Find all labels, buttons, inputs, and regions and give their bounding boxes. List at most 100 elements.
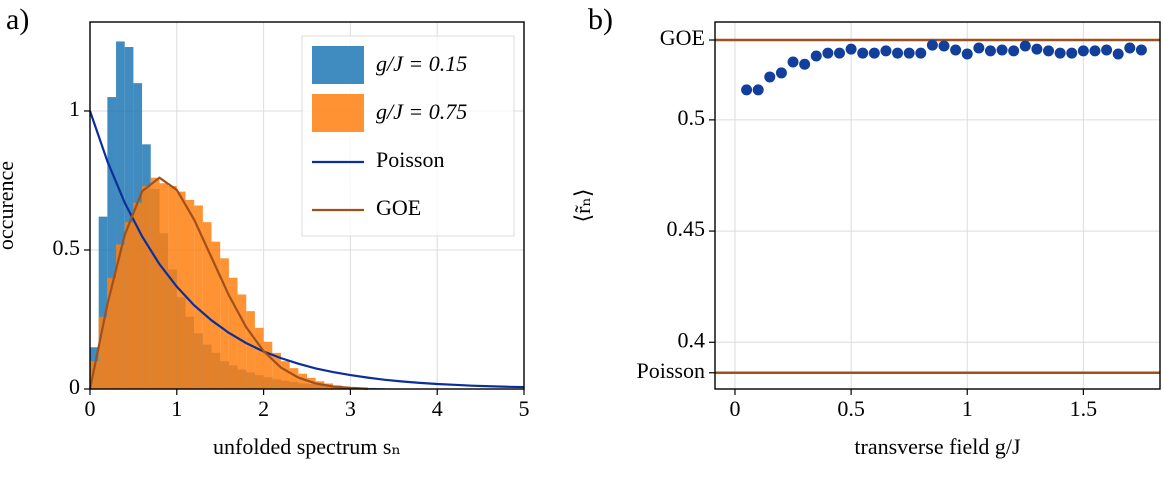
x-tick-label: 0 <box>85 396 96 421</box>
x-tick-label: 1 <box>962 396 973 421</box>
x-tick-label: 2 <box>258 396 269 421</box>
histogram-bar <box>124 222 134 389</box>
histogram-bar <box>98 316 108 389</box>
panel: 0 0.5 1 1.5 Poisson 0.4 0.45 0.5 GOE transverse f… <box>570 3 1161 459</box>
histogram-bar <box>263 341 273 389</box>
histogram-bar <box>150 177 160 389</box>
panel: 0 1 2 3 4 5 0 0.5 1 g/J = 0.15 g/J = 0.75 Poisson GO… <box>0 3 530 459</box>
point <box>938 40 950 52</box>
point <box>857 47 869 59</box>
point <box>764 71 776 83</box>
y-tick-label: 0.5 <box>678 105 706 130</box>
point <box>822 47 834 59</box>
y-tick-label: 0.5 <box>53 235 81 260</box>
histogram-bar <box>272 352 281 389</box>
point <box>880 45 892 57</box>
point <box>984 45 996 57</box>
histogram-bar <box>280 361 290 389</box>
point <box>1124 42 1136 54</box>
x-tick-label: 4 <box>432 396 443 421</box>
x-axis-label: unfolded spectrum sₙ <box>213 434 401 459</box>
histogram-bar <box>124 47 134 389</box>
histogram-bar <box>168 186 177 389</box>
histogram-bar <box>211 241 221 389</box>
legend-label: GOE <box>376 195 421 220</box>
x-tick-label: 0 <box>729 396 740 421</box>
point <box>1112 48 1124 60</box>
point <box>868 47 880 59</box>
histogram-bar <box>228 277 238 389</box>
plot-area <box>741 39 1147 96</box>
y-tick-label: 1 <box>69 96 80 121</box>
point <box>1031 43 1043 55</box>
y-tick-label: 0.4 <box>678 327 706 352</box>
x-tick-label: 1 <box>171 396 182 421</box>
histogram-bar <box>116 244 125 389</box>
histogram-bar <box>254 327 264 389</box>
legend-swatch <box>312 46 364 84</box>
x-tick-label: 5 <box>519 396 530 421</box>
point <box>845 43 857 55</box>
histogram-bar <box>133 202 143 389</box>
point <box>903 47 915 59</box>
point <box>787 56 799 68</box>
x-tick-label: 0.5 <box>837 396 865 421</box>
point <box>1043 45 1055 57</box>
point <box>1089 45 1101 57</box>
x-tick-label: 3 <box>345 396 356 421</box>
histogram-bar <box>107 277 117 389</box>
legend-swatch <box>312 94 364 132</box>
point <box>996 44 1008 56</box>
histogram-bar <box>307 377 316 389</box>
legend-label: g/J = 0.75 <box>376 99 467 124</box>
point <box>950 44 962 56</box>
histogram-bar <box>142 186 151 389</box>
histogram-bar <box>185 199 195 389</box>
point <box>1066 47 1078 59</box>
panel-label: a) <box>6 3 29 36</box>
histogram-bar <box>202 222 212 389</box>
histogram-bar <box>116 41 125 389</box>
histogram-bar <box>194 205 203 389</box>
histogram-bar <box>246 311 255 389</box>
histogram-bar <box>298 373 307 389</box>
legend-label: Poisson <box>376 147 444 172</box>
curve <box>88 110 525 389</box>
point <box>1019 40 1031 52</box>
y-tick-label: Poisson <box>637 358 705 383</box>
point <box>973 42 985 54</box>
point <box>1077 45 1089 57</box>
point <box>741 84 753 96</box>
point <box>833 47 845 59</box>
y-axis-label: occurence <box>0 161 18 250</box>
y-tick-label: GOE <box>660 25 705 50</box>
curve <box>88 176 368 390</box>
point <box>775 67 787 79</box>
point <box>961 48 973 60</box>
y-axis-label: ⟨r̃ₙ⟩ <box>570 188 595 222</box>
point <box>1008 45 1020 57</box>
point <box>799 58 811 70</box>
histogram-bar <box>98 216 108 389</box>
point <box>892 47 904 59</box>
point <box>1054 47 1066 59</box>
x-axis-label: transverse field g/J <box>854 434 1021 459</box>
histogram-bar <box>107 97 117 390</box>
point <box>752 84 764 96</box>
axes-frame <box>89 21 525 390</box>
point <box>1135 44 1147 56</box>
y-tick-label: 0.45 <box>667 216 706 241</box>
histogram-bar <box>220 258 229 389</box>
point <box>926 39 938 51</box>
axes-frame <box>714 21 1161 390</box>
y-tick-label: 0 <box>69 374 80 399</box>
panel-label: b) <box>588 3 613 36</box>
point <box>915 47 927 59</box>
histogram-bar <box>159 183 169 389</box>
point <box>1101 44 1113 56</box>
histogram-bar <box>90 361 99 389</box>
histogram-bar <box>289 368 299 389</box>
x-tick-label: 1.5 <box>1070 396 1098 421</box>
plot-area <box>88 41 525 390</box>
